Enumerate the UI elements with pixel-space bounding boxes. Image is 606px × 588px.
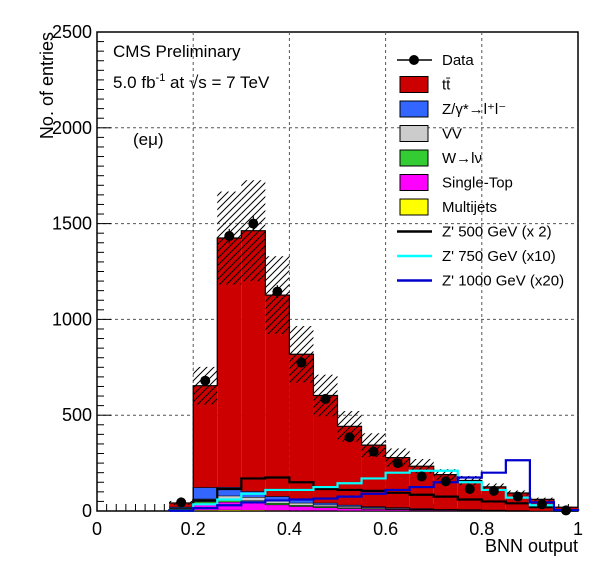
data-point [224,231,235,242]
y-tick-label: 500 [62,405,92,425]
channel-label: (eμ) [133,130,164,149]
stack-bar [337,506,362,508]
y-tick-label: 2500 [52,22,92,42]
stack-bar [289,502,314,506]
data-point [272,286,283,297]
legend-entry: Data [397,52,474,69]
data-point [560,505,571,516]
experiment-label: CMS Preliminary [113,42,241,61]
legend-label: Multijets [442,199,497,216]
legend: Data tt̄ Z/γ*→l⁺l⁻ VV W→lν Single-Top Multijet… [397,52,564,290]
data-point [368,446,379,457]
stack-bar [385,509,410,511]
stack-bar [313,502,338,505]
uncertainty-bin [361,433,386,457]
data-point [512,491,523,502]
data-point [440,476,451,487]
signal-line [168,476,580,512]
x-tick-label: 0.6 [373,519,398,539]
stack-bar [313,507,338,511]
x-tick-label: 0 [92,519,102,539]
data-point [176,497,187,508]
stack-bar [265,496,290,501]
stack-bar [337,508,362,511]
legend-entry: Z' 1000 GeV (x20) [397,273,564,290]
legend-entry: Single-Top [399,174,513,192]
stack-bar [361,508,386,511]
stack-bar [241,502,266,511]
data-point [392,458,403,469]
stack-bar [217,487,242,496]
legend-label: Data [442,52,474,69]
data-point [248,218,259,229]
luminosity-label: 5.0 fb-1 at √s = 7 TeV [113,72,270,92]
data-point [536,499,547,510]
data-point [200,375,211,386]
uncertainty-bin [433,469,458,481]
stack-bar [241,497,266,501]
y-tick-label: 0 [82,501,92,521]
uncertainty-bin [289,326,314,383]
data-point [296,357,307,368]
stack-bar [337,504,362,507]
data-point [344,432,355,443]
legend-swatch [399,174,429,191]
legend-swatch [399,76,429,93]
uncertainty-bin [457,475,482,486]
uncertainty-bin [385,448,410,467]
legend-label: Z' 500 GeV (x 2) [442,224,552,241]
stack-bar [289,506,314,511]
stack-bar [193,503,218,511]
legend-label: Single-Top [442,175,513,192]
legend-label: Z/γ*→l⁺l⁻ [442,101,506,118]
legend-entry: tt̄ [399,76,451,94]
x-tick-label: 0.4 [277,519,302,539]
stack-bar [217,495,242,500]
y-tick-label: 1500 [52,214,92,234]
y-tick-label: 1000 [52,309,92,329]
stack-bar [313,504,338,507]
legend-data-marker [409,55,419,65]
x-tick-label: 1 [573,519,583,539]
stack-bar [265,502,290,505]
signal-line [168,459,580,512]
tick-labels: 0 0.2 0.4 0.6 0.8 1 0 500 1000 1500 2000 2500 [52,22,583,539]
legend-swatch [399,198,429,216]
legend-label: Z' 1000 GeV (x20) [442,273,564,290]
legend-swatch [399,149,429,167]
legend-entry: Multijets [399,198,497,216]
x-tick-label: 0.8 [469,519,494,539]
legend-label: VV [442,126,462,143]
legend-entry: VV [399,125,462,143]
legend-label: tt̄ [442,77,451,94]
x-tick-label: 0.2 [181,519,206,539]
legend-label: W→lν [442,150,482,167]
data-point [416,471,427,482]
x-axis-title: BNN output [485,536,578,556]
stack-bar [289,499,314,503]
stack-bar [193,487,218,499]
legend-swatch [399,125,429,142]
data-points [176,216,571,516]
legend-entry: Z/γ*→l⁺l⁻ [399,100,506,118]
legend-entry: W→lν [399,149,482,167]
data-point [320,393,331,404]
stack-bar [193,501,218,504]
stack-bar [481,486,506,510]
legend-entry: Z' 750 GeV (x10) [397,248,556,265]
legend-swatch [399,100,429,118]
legend-entry: Z' 500 GeV (x 2) [397,224,552,241]
y-tick-label: 2000 [52,118,92,138]
data-point [464,483,475,494]
stack-bar [217,499,242,502]
data-point [488,485,499,496]
stack-bar [265,504,290,511]
legend-label: Z' 750 GeV (x10) [442,248,556,265]
y-axis-title: No. of entries [37,32,57,139]
